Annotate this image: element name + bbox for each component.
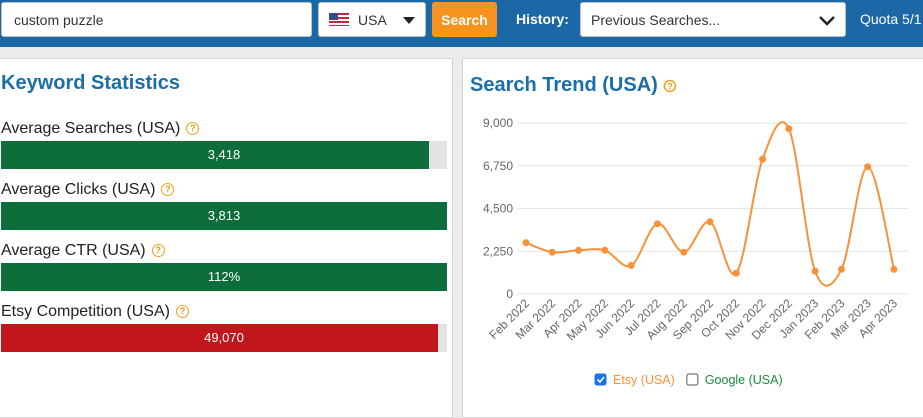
point — [548, 248, 556, 256]
history-label: History: — [516, 11, 569, 27]
checkmark — [596, 376, 605, 384]
checkbox — [686, 373, 699, 386]
chart: Search Trend (USA) ? 0 2,250 4,500 6,750 9,000… — [470, 74, 908, 387]
quota: Quota 5/1 — [860, 11, 922, 27]
history-placeholder: Previous Searches... — [591, 11, 721, 28]
bar-track: 49,070 — [1, 324, 447, 352]
legend-item[interactable]: Google (USA) — [686, 373, 783, 387]
stat-label-text: Average Searches (USA) — [1, 120, 181, 137]
point — [759, 155, 767, 163]
y-tick-label: 2,250 — [483, 244, 513, 258]
query-text: custom puzzle — [14, 11, 104, 28]
search-button[interactable]: Search — [432, 2, 497, 37]
bar-value: 49,070 — [204, 330, 244, 345]
point — [732, 269, 740, 277]
y-tick-label: 6,750 — [483, 159, 513, 173]
chevron — [819, 16, 835, 26]
stat-label: Average Searches (USA)? — [1, 120, 200, 138]
bar-fill — [1, 263, 447, 291]
point — [837, 265, 845, 273]
stat-label: Average CTR (USA)? — [1, 242, 165, 260]
bar-value: 3,813 — [207, 208, 241, 223]
flag — [329, 13, 349, 26]
trend-panel: Search Trend (USA)? 0 2,250 4,500 6,750 9,000… — [462, 58, 923, 418]
bar-fill — [1, 324, 439, 352]
history-select[interactable]: Previous Searches... — [580, 2, 846, 37]
point — [522, 239, 530, 247]
legend-item[interactable]: Etsy (USA) — [594, 373, 675, 387]
point — [680, 248, 688, 256]
bar-fill — [1, 202, 447, 230]
bar-track: 3,418 — [1, 141, 447, 169]
search-input[interactable]: custom puzzle — [1, 2, 312, 37]
point — [575, 246, 583, 254]
stats-title: Keyword Statistics — [1, 72, 180, 94]
help-icon: ? — [161, 183, 175, 197]
y-tick-label: 4,500 — [483, 202, 513, 216]
top-bar: custom puzzle USA Search History: Previo… — [0, 0, 923, 47]
help-icon: ? — [151, 244, 165, 258]
stat-label-text: Average Clicks (USA) — [1, 181, 156, 198]
legend-label: Etsy (USA) — [613, 373, 675, 387]
country-select[interactable]: USA — [318, 2, 426, 37]
bar-value: 112% — [207, 269, 241, 284]
point — [601, 246, 609, 254]
chart-title: Search Trend (USA) — [470, 74, 658, 96]
bar-track: 3,813 — [1, 202, 447, 230]
y-tick-label: 0 — [506, 287, 513, 301]
stat-label-text: Average CTR (USA) — [1, 242, 146, 259]
point — [627, 262, 635, 269]
point — [811, 267, 819, 275]
point — [890, 265, 898, 273]
point — [864, 163, 872, 171]
stat-label: Etsy Competition (USA)? — [1, 303, 189, 321]
bar-fill — [1, 141, 430, 169]
bar-value: 3,418 — [207, 147, 241, 162]
point — [706, 218, 714, 226]
trend-line — [525, 121, 895, 287]
y-tick-label: 9,000 — [483, 116, 513, 130]
bar-track: 112% — [1, 263, 447, 291]
checkbox — [594, 373, 607, 386]
caret — [403, 17, 415, 24]
help-icon-text: ? — [667, 82, 673, 92]
help-icon — [663, 79, 677, 93]
stats-panel: Keyword Statistics Average Searches (USA… — [0, 58, 453, 418]
help-icon: ? — [186, 122, 200, 136]
stat-label-text: Etsy Competition (USA) — [1, 303, 170, 320]
help-icon: ? — [175, 305, 189, 319]
country-text: USA — [358, 11, 387, 28]
point — [653, 220, 661, 228]
stat-label: Average Clicks (USA)? — [1, 181, 175, 199]
point — [785, 125, 793, 133]
legend-label: Google (USA) — [705, 373, 783, 387]
